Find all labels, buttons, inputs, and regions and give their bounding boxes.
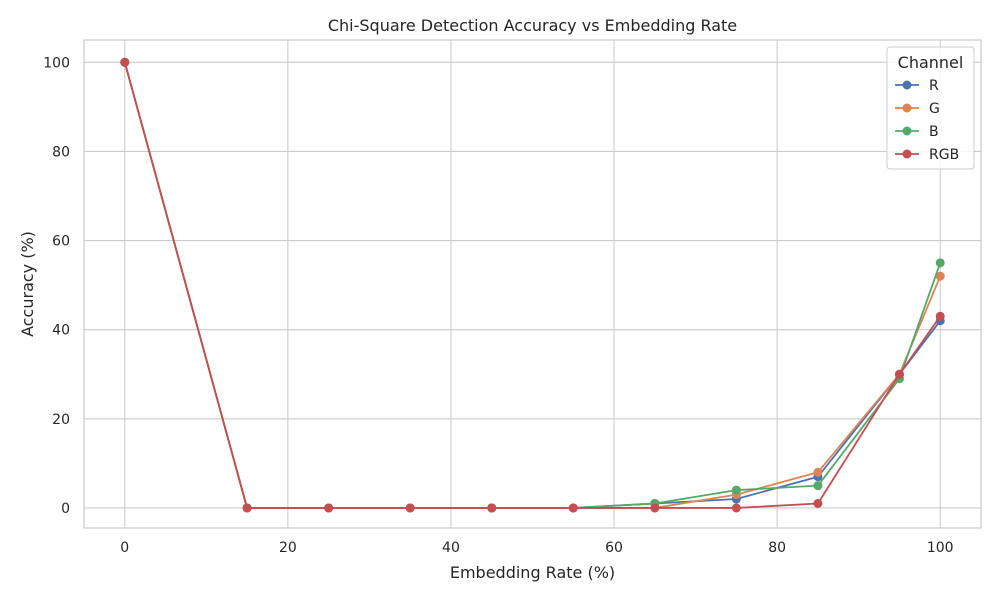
data-point-g xyxy=(935,271,945,281)
y-tick-label: 40 xyxy=(52,323,70,339)
data-point-rgb xyxy=(935,311,945,321)
legend-item-rgb: RGB xyxy=(895,147,959,163)
data-point-rgb xyxy=(324,503,334,513)
data-point-rgb xyxy=(894,369,904,379)
legend-title: Channel xyxy=(898,53,964,72)
legend-item-b: B xyxy=(895,124,939,140)
data-point-rgb xyxy=(650,503,660,513)
series-lines xyxy=(120,57,945,513)
data-point-g xyxy=(813,467,823,477)
data-point-b xyxy=(731,485,741,495)
y-tick-label: 20 xyxy=(52,412,70,428)
legend-item-g: G xyxy=(895,101,940,117)
data-point-rgb xyxy=(487,503,497,513)
x-tick-label: 80 xyxy=(768,540,786,556)
x-axis-label: Embedding Rate (%) xyxy=(450,563,615,582)
data-point-rgb xyxy=(731,503,741,513)
legend-items: RGB RGB xyxy=(895,78,959,163)
legend-label: B xyxy=(929,124,939,140)
x-tick-label: 40 xyxy=(442,540,460,556)
legend-label: RGB xyxy=(929,147,959,163)
y-tick-label: 0 xyxy=(61,501,70,517)
legend-marker xyxy=(902,126,912,136)
data-point-rgb xyxy=(405,503,415,513)
chart-title: Chi-Square Detection Accuracy vs Embeddi… xyxy=(328,16,737,35)
x-tick-label: 0 xyxy=(120,540,129,556)
y-tick-label: 60 xyxy=(52,234,70,250)
legend-label: R xyxy=(929,78,939,94)
data-point-rgb xyxy=(120,57,130,67)
y-tick-label: 80 xyxy=(52,144,70,160)
data-point-b xyxy=(935,258,945,268)
data-point-rgb xyxy=(242,503,252,513)
data-point-b xyxy=(813,481,823,491)
legend-marker xyxy=(902,103,912,113)
plot-area-frame xyxy=(83,39,982,529)
y-tick-label: 100 xyxy=(43,55,70,71)
legend-marker xyxy=(902,80,912,90)
series-rgb xyxy=(120,57,945,513)
legend-marker xyxy=(902,149,912,159)
y-axis-label: Accuracy (%) xyxy=(18,231,37,337)
legend-box xyxy=(886,46,975,170)
data-point-rgb xyxy=(568,503,578,513)
legend-label: G xyxy=(929,101,940,117)
legend-item-r: R xyxy=(895,78,939,94)
x-tick-label: 60 xyxy=(605,540,623,556)
x-tick-label: 100 xyxy=(927,540,954,556)
tick-labels: 0 20 40 60 80 100 0 20 40 60 80 100 xyxy=(43,55,953,556)
legend: Channel RGB RGB xyxy=(886,46,975,170)
x-tick-label: 20 xyxy=(279,540,297,556)
data-point-rgb xyxy=(813,498,823,508)
